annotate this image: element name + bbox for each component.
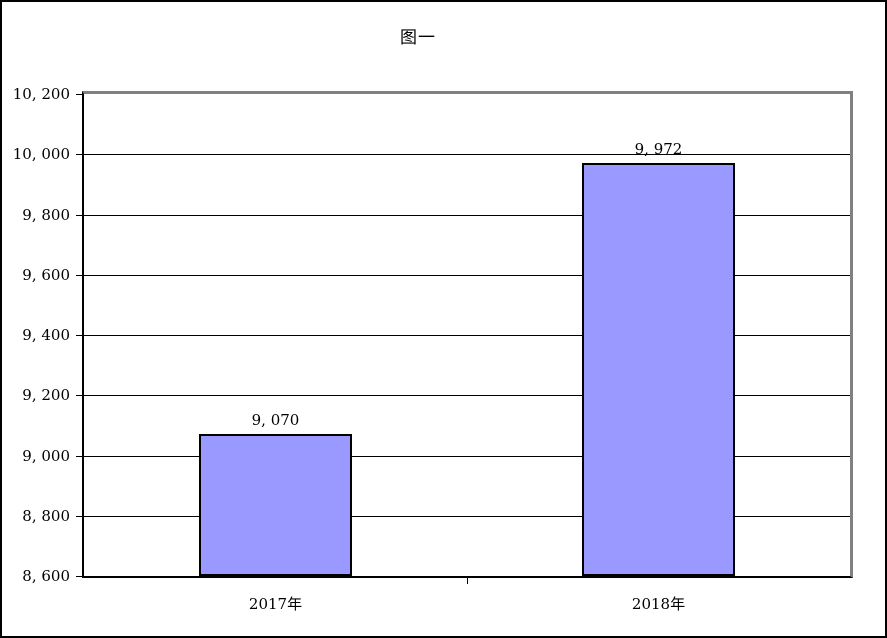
y-axis-tick-label: 9, 400 xyxy=(22,326,70,344)
y-axis-tick-label: 8, 600 xyxy=(22,567,70,585)
bar xyxy=(199,434,352,576)
y-axis-tick xyxy=(76,455,82,457)
y-axis-tick xyxy=(76,335,82,336)
y-axis-tick xyxy=(76,274,82,276)
y-axis-tick-label: 10, 000 xyxy=(12,145,70,164)
gridline xyxy=(84,335,850,336)
y-axis-tick xyxy=(76,395,82,397)
gridline xyxy=(84,274,850,276)
y-axis-tick xyxy=(76,576,82,577)
y-axis-tick xyxy=(76,94,82,95)
bar xyxy=(582,162,735,576)
plot-area: 9, 070 9, 972 xyxy=(82,91,853,578)
x-axis-category-label: 2017年 xyxy=(248,595,303,613)
y-axis-tick-label: 10, 200 xyxy=(12,85,70,103)
gridline xyxy=(84,154,850,156)
gridline xyxy=(84,455,850,457)
y-axis-tick-label: 9, 000 xyxy=(22,446,70,465)
chart-title: 图一 xyxy=(400,28,436,48)
gridline xyxy=(84,395,850,397)
y-axis-tick-label: 9, 200 xyxy=(22,386,70,405)
y-axis-tick-label: 9, 600 xyxy=(22,265,70,284)
y-axis-tick xyxy=(76,214,82,216)
x-axis-tick xyxy=(467,578,468,584)
y-axis-tick-label: 9, 800 xyxy=(22,205,70,224)
x-axis-category-label: 2018年 xyxy=(631,595,686,613)
y-axis-tick xyxy=(76,515,82,517)
gridline xyxy=(84,515,850,517)
y-axis-tick-label: 8, 800 xyxy=(22,506,70,525)
bar-data-label: 9, 972 xyxy=(634,139,683,158)
gridline xyxy=(84,214,850,216)
y-axis-tick xyxy=(76,154,82,156)
bar-data-label: 9, 070 xyxy=(251,411,300,430)
